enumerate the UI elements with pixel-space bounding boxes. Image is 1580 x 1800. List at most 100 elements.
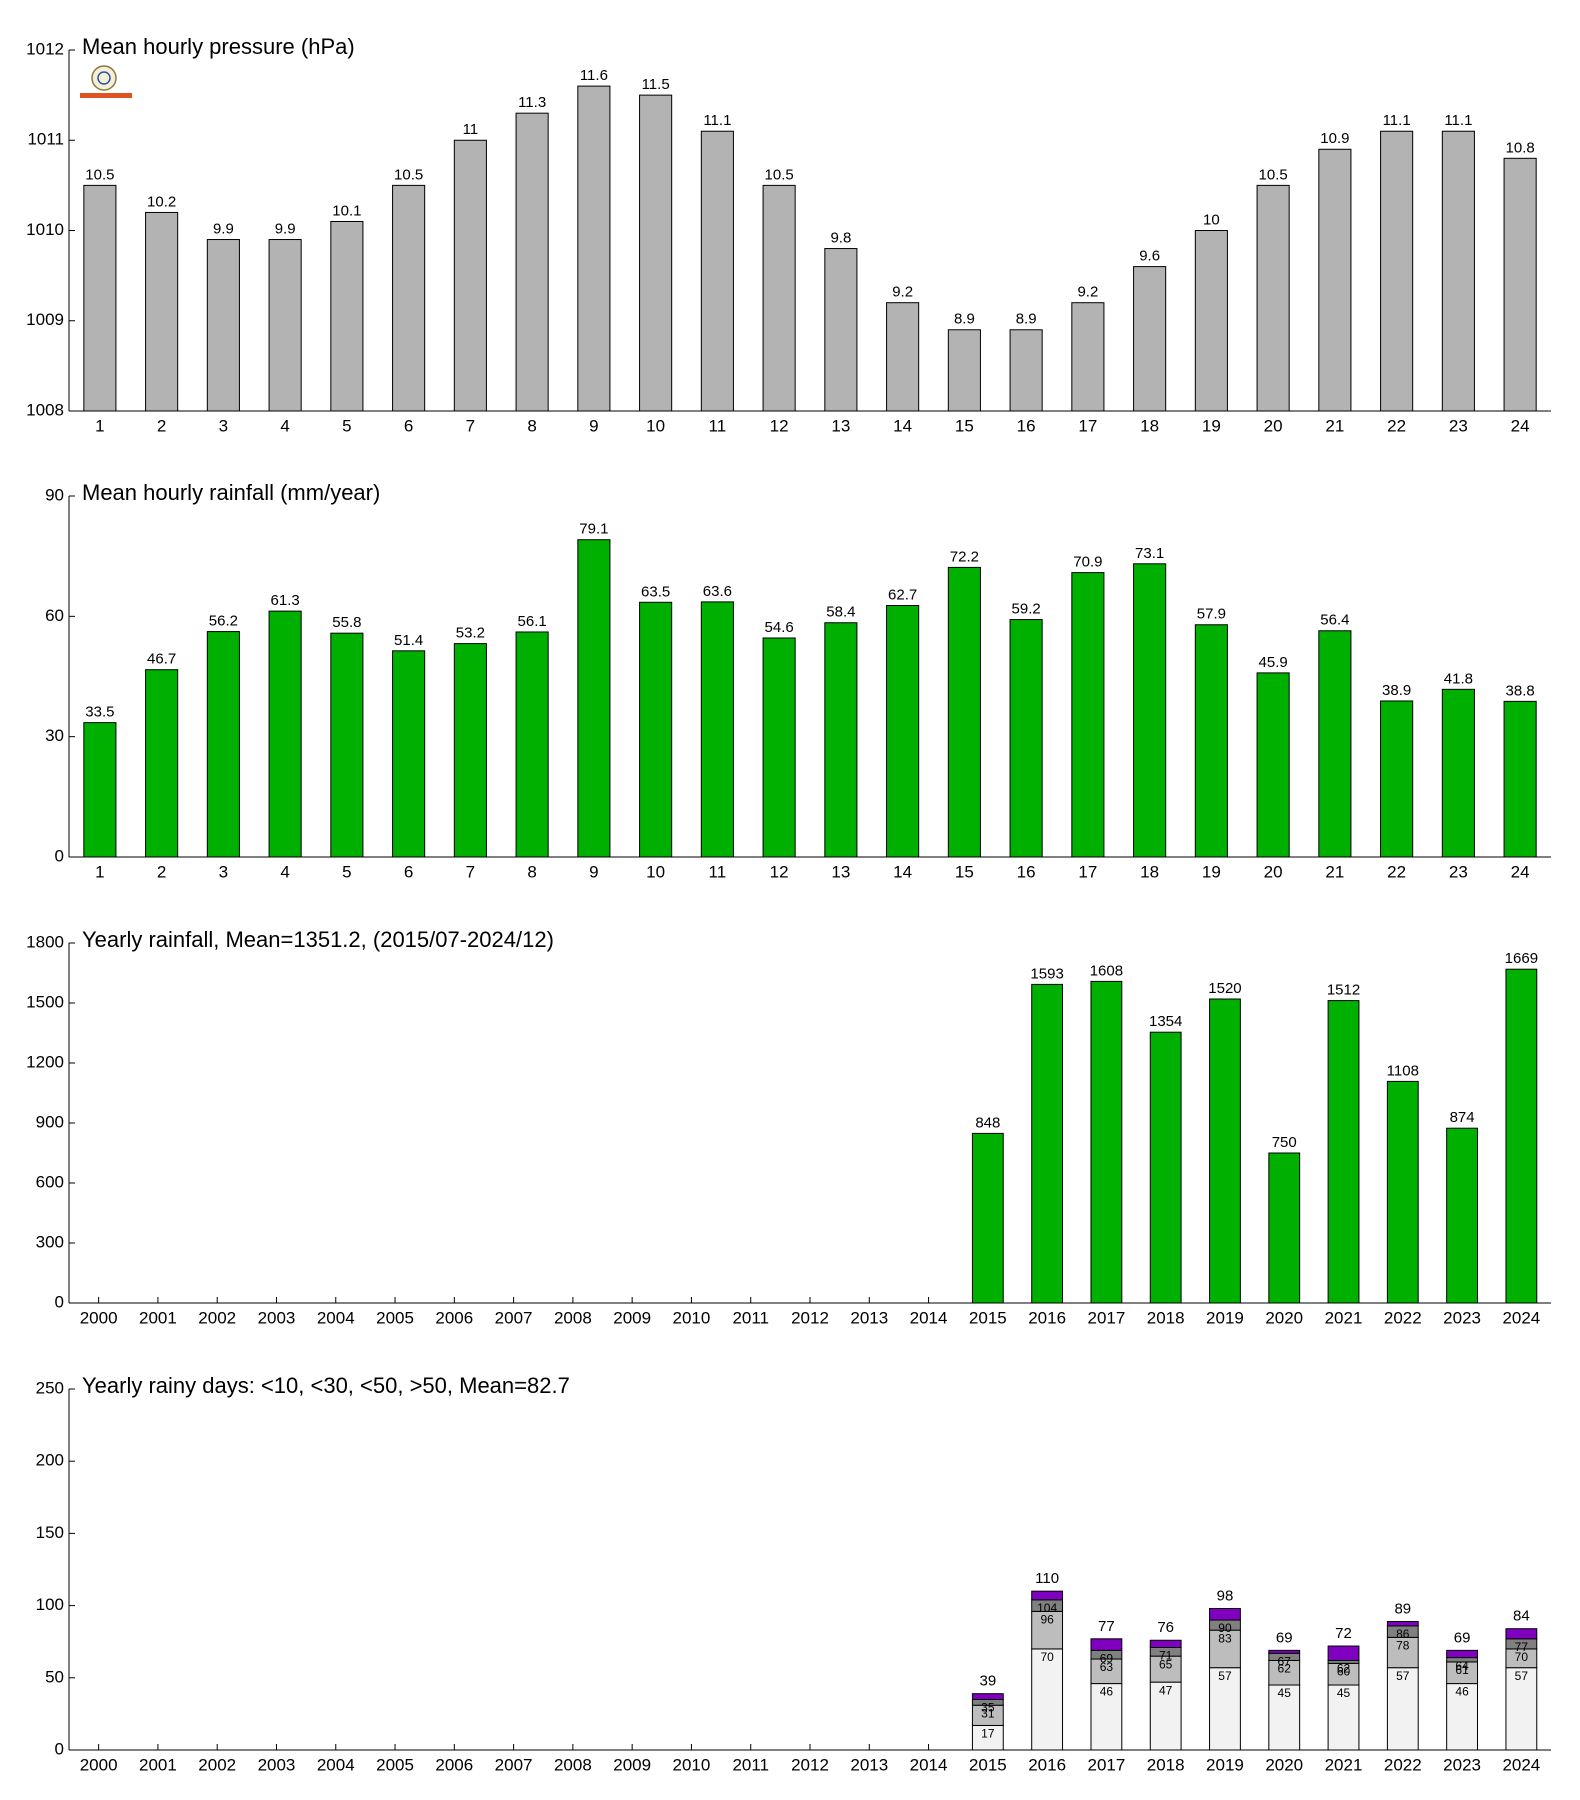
x-tick-label: 11 [709, 862, 727, 881]
x-tick-label: 10 [646, 862, 665, 881]
x-tick-label: 2008 [554, 1755, 592, 1774]
bar [1149, 1031, 1182, 1304]
x-tick-label: 17 [1078, 416, 1097, 435]
x-tick-label: 15 [955, 862, 974, 881]
bar [1380, 130, 1414, 412]
x-tick-label: 2002 [198, 1308, 236, 1327]
value-label: 51.4 [394, 632, 423, 649]
segment-label: 45 [1337, 1686, 1351, 1700]
x-tick-label: 2001 [139, 1755, 177, 1774]
bar [886, 605, 920, 858]
x-tick-label: 5 [342, 862, 351, 881]
value-label: 9.9 [213, 220, 234, 237]
x-tick-label: 2004 [317, 1308, 355, 1327]
bar [700, 601, 734, 858]
x-tick-label: 2020 [1265, 1308, 1303, 1327]
bar [206, 631, 240, 858]
y-tick-label: 250 [36, 1378, 64, 1397]
bar [947, 329, 981, 412]
segment-label: 78 [1396, 1639, 1410, 1653]
x-tick-label: 2017 [1087, 1308, 1125, 1327]
bar [639, 94, 673, 412]
bar [700, 130, 734, 412]
x-tick-label: 4 [280, 862, 289, 881]
bar [1209, 998, 1241, 1304]
x-tick-label: 23 [1449, 862, 1468, 881]
x-tick-label: 17 [1078, 862, 1097, 881]
y-tick-label: 900 [36, 1112, 64, 1131]
x-tick-label: 10 [646, 416, 665, 435]
bar [1090, 980, 1123, 1304]
x-tick-label: 2 [157, 416, 166, 435]
bar [824, 248, 858, 412]
total-label: 89 [1394, 1600, 1411, 1617]
value-label: 10.5 [765, 166, 794, 183]
x-tick-label: 2015 [969, 1755, 1007, 1774]
value-label: 874 [1450, 1109, 1475, 1126]
bar [515, 112, 549, 412]
y-tick-label: 200 [36, 1451, 64, 1470]
x-tick-label: 2010 [673, 1755, 711, 1774]
value-label: 10.5 [1259, 166, 1288, 183]
bar [1441, 130, 1475, 412]
bar-segment [1327, 1645, 1360, 1661]
bar-segment [1386, 1667, 1419, 1751]
value-label: 8.9 [954, 311, 975, 328]
bar [145, 669, 179, 858]
x-tick-label: 2021 [1325, 1308, 1363, 1327]
x-tick-label: 22 [1387, 862, 1406, 881]
bar [268, 239, 302, 412]
x-tick-label: 5 [342, 416, 351, 435]
x-tick-label: 2014 [910, 1755, 948, 1774]
chart-title: Mean hourly rainfall (mm/year) [82, 480, 380, 505]
x-tick-label: 2020 [1265, 1755, 1303, 1774]
value-label: 10.8 [1506, 139, 1535, 156]
segment-label: 17 [981, 1727, 995, 1741]
value-label: 1669 [1505, 950, 1538, 967]
segment-label: 67 [1278, 1654, 1292, 1668]
x-tick-label: 2016 [1028, 1755, 1066, 1774]
bar [515, 631, 549, 858]
bar [886, 302, 920, 412]
x-tick-label: 2015 [969, 1308, 1007, 1327]
bar [268, 610, 302, 858]
value-label: 10.5 [394, 166, 423, 183]
bar [453, 139, 487, 412]
x-tick-label: 21 [1325, 862, 1344, 881]
bar [1318, 630, 1352, 858]
bar [762, 184, 796, 412]
x-tick-label: 12 [770, 862, 789, 881]
x-tick-label: 2022 [1384, 1308, 1422, 1327]
x-tick-label: 6 [404, 416, 413, 435]
segment-label: 104 [1037, 1601, 1057, 1615]
x-tick-label: 2013 [850, 1308, 888, 1327]
segment-label: 57 [1218, 1669, 1232, 1683]
value-label: 9.6 [1139, 248, 1160, 265]
x-tick-label: 2018 [1147, 1755, 1185, 1774]
value-label: 9.8 [830, 230, 851, 247]
value-label: 38.9 [1382, 682, 1411, 699]
segment-label: 70 [1515, 1650, 1529, 1664]
chart-title: Yearly rainfall, Mean=1351.2, (2015/07-2… [82, 927, 554, 952]
x-tick-label: 18 [1140, 416, 1159, 435]
value-label: 11.3 [518, 94, 546, 111]
bar [1133, 563, 1167, 858]
value-label: 46.7 [147, 651, 176, 668]
segment-label: 64 [1455, 1659, 1469, 1673]
x-tick-label: 2011 [732, 1308, 769, 1327]
y-tick-label: 1200 [26, 1052, 64, 1071]
value-label: 1608 [1090, 962, 1123, 979]
x-tick-label: 2001 [139, 1308, 177, 1327]
y-tick-label: 50 [45, 1667, 64, 1686]
total-label: 72 [1335, 1625, 1352, 1642]
x-tick-label: 2024 [1502, 1308, 1540, 1327]
bar [1194, 624, 1228, 858]
x-tick-label: 19 [1202, 416, 1221, 435]
bar [392, 650, 426, 858]
bar [1194, 230, 1228, 412]
y-tick-label: 600 [36, 1172, 64, 1191]
value-label: 57.9 [1197, 606, 1226, 623]
value-label: 1520 [1208, 980, 1241, 997]
